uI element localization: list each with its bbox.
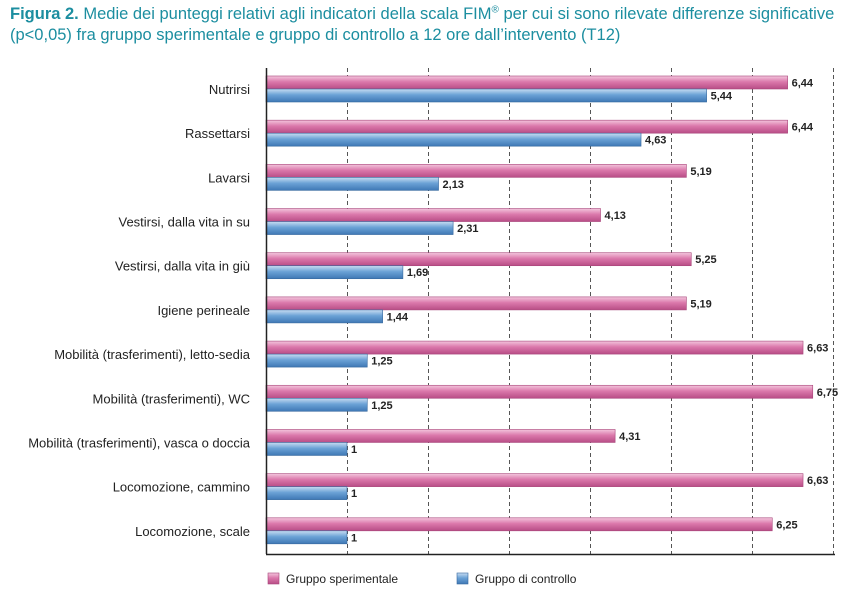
value-label-controllo-6: 1,44	[387, 311, 409, 323]
category-label-9: Mobilità (trasferimenti), vasca o doccia	[28, 435, 251, 450]
bar-sperimentale-10	[265, 473, 804, 487]
bar-controllo-4	[265, 221, 454, 235]
axes	[265, 68, 835, 556]
value-label-controllo-8: 1,25	[371, 400, 392, 412]
value-label-sperimentale-1: 6,44	[792, 78, 814, 90]
value-label-sperimentale-7: 6,63	[807, 343, 828, 355]
bar-sperimentale-11	[265, 517, 773, 532]
value-label-sperimentale-10: 6,63	[807, 475, 828, 487]
bar-sperimentale-6	[265, 296, 687, 311]
value-label-controllo-2: 4,63	[645, 135, 666, 147]
bar-controllo-3	[265, 177, 439, 191]
bars	[265, 75, 814, 545]
legend-label-sperimentale: Gruppo sperimentale	[286, 572, 398, 586]
bar-sperimentale-7	[265, 340, 804, 355]
bar-sperimentale-2	[265, 119, 788, 134]
value-label-controllo-1: 5,44	[711, 91, 733, 103]
legend-swatch-sperimentale	[267, 572, 280, 585]
category-label-7: Mobilità (trasferimenti), letto-sedia	[54, 347, 251, 362]
registered-mark: ®	[491, 4, 499, 16]
category-label-2: Rassettarsi	[185, 126, 250, 141]
category-label-6: Igiene perineale	[157, 303, 250, 318]
bar-sperimentale-3	[265, 164, 687, 178]
gridlines	[347, 68, 834, 554]
value-label-controllo-7: 1,25	[371, 356, 392, 368]
value-label-sperimentale-2: 6,44	[792, 122, 814, 134]
legend-swatch-controllo	[456, 572, 469, 585]
bar-controllo-8	[265, 397, 368, 412]
chart-title: Figura 2. Medie dei punteggi relativi ag…	[10, 4, 850, 46]
bar-controllo-2	[265, 132, 642, 147]
bar-sperimentale-1	[265, 75, 788, 90]
value-label-controllo-5: 1,69	[407, 267, 428, 279]
legend: Gruppo sperimentale Gruppo di controllo	[267, 572, 577, 586]
bar-controllo-7	[265, 353, 368, 368]
value-label-sperimentale-5: 5,25	[695, 254, 716, 266]
value-label-controllo-10: 1	[351, 488, 357, 500]
value-label-controllo-3: 2,13	[443, 179, 464, 191]
bar-controllo-1	[265, 88, 707, 103]
value-label-controllo-4: 2,31	[457, 223, 478, 235]
bar-controllo-9	[265, 442, 348, 456]
value-label-sperimentale-8: 6,75	[817, 387, 838, 399]
category-label-10: Locomozione, cammino	[113, 480, 250, 495]
bar-controllo-6	[265, 309, 383, 324]
bar-sperimentale-9	[265, 429, 616, 443]
value-label-sperimentale-3: 5,19	[690, 166, 711, 178]
value-label-controllo-11: 1	[351, 532, 357, 544]
bar-sperimentale-4	[265, 208, 601, 222]
category-label-8: Mobilità (trasferimenti), WC	[93, 391, 250, 406]
title-rest: per cui si sono rilevate differenze sign…	[10, 5, 835, 44]
value-label-sperimentale-4: 4,13	[605, 210, 626, 222]
category-label-11: Locomozione, scale	[135, 524, 250, 539]
category-label-5: Vestirsi, dalla vita in giù	[115, 259, 250, 274]
value-label-sperimentale-6: 5,19	[690, 298, 711, 310]
bar-controllo-5	[265, 265, 404, 280]
category-label-1: Nutrirsi	[209, 82, 250, 97]
category-label-4: Vestirsi, dalla vita in su	[118, 215, 250, 230]
bar-controllo-10	[265, 486, 348, 500]
bar-sperimentale-8	[265, 384, 814, 399]
title-main: Medie dei punteggi relativi agli indicat…	[83, 5, 492, 23]
bar-controllo-11	[265, 530, 348, 545]
value-label-controllo-9: 1	[351, 444, 357, 456]
bar-sperimentale-5	[265, 252, 692, 267]
value-label-sperimentale-11: 6,25	[776, 519, 797, 531]
value-label-sperimentale-9: 4,31	[619, 431, 640, 443]
category-label-3: Lavarsi	[208, 170, 250, 185]
labels: 6,44 5,44 Nutrirsi 6,44 4,63 Rassettarsi 5,19 2…	[28, 78, 838, 545]
figure-label: Figura 2.	[10, 5, 79, 23]
legend-label-controllo: Gruppo di controllo	[475, 572, 577, 586]
